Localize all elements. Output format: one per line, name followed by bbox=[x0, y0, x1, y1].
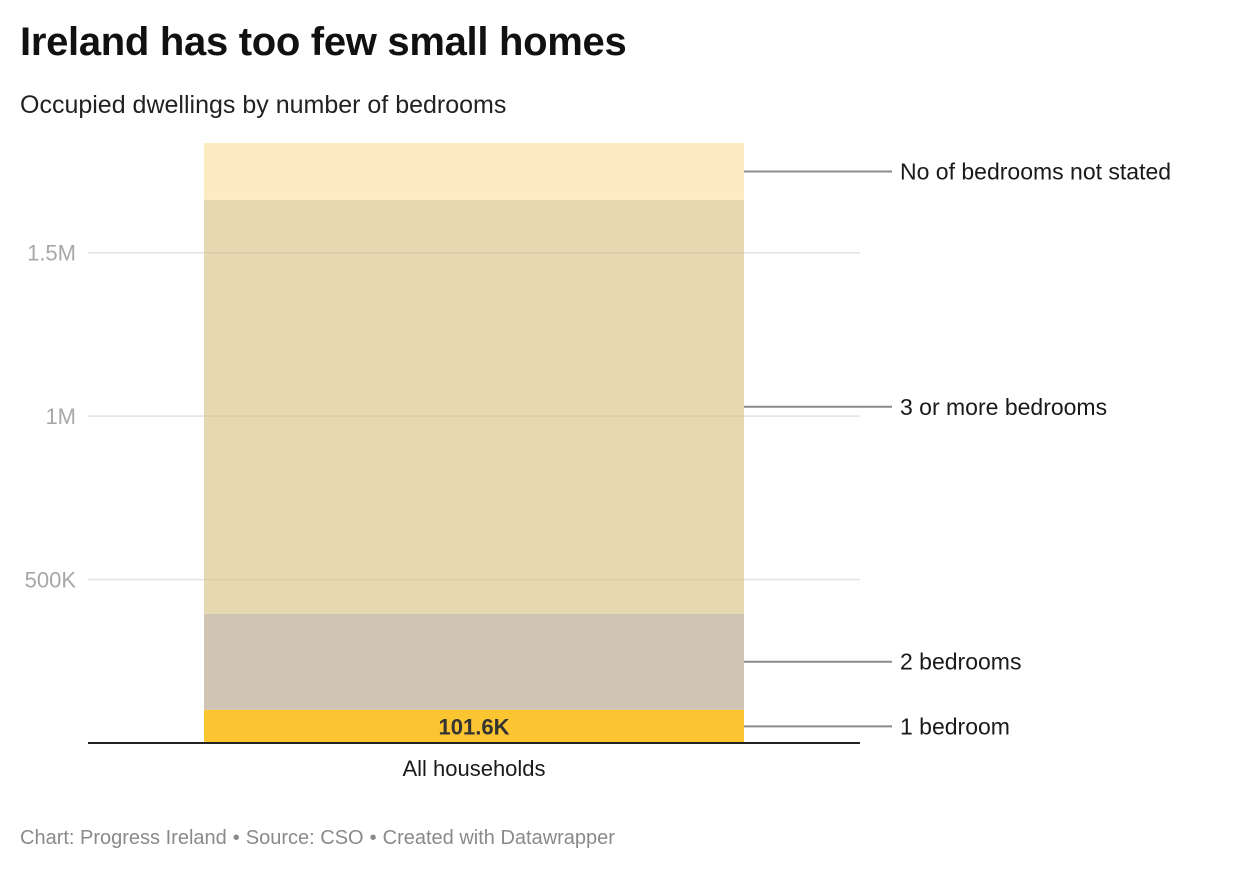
series-label: 1 bedroom bbox=[900, 713, 1010, 739]
footer-separator: • bbox=[232, 827, 240, 849]
series-label: No of bedrooms not stated bbox=[900, 158, 1171, 184]
bar-segment-3-or-more-bedrooms bbox=[204, 199, 744, 614]
chart-credit: Chart: Progress Ireland bbox=[20, 827, 227, 849]
y-tick-label: 500K bbox=[25, 568, 77, 593]
series-label: 3 or more bedrooms bbox=[900, 394, 1107, 420]
x-category-label: All households bbox=[402, 756, 545, 781]
bar-value-label: 101.6K bbox=[439, 714, 510, 739]
datawrapper-credit: Created with Datawrapper bbox=[382, 827, 615, 849]
y-tick-label: 1.5M bbox=[27, 241, 76, 266]
chart-subtitle: Occupied dwellings by number of bedrooms bbox=[20, 91, 507, 119]
footer-separator: • bbox=[369, 827, 377, 849]
bar-segment-1-bedroom bbox=[204, 709, 744, 743]
chart-footer: Chart: Progress Ireland • Source: CSO • Crea… bbox=[20, 827, 615, 850]
bar-segment-2-bedrooms bbox=[204, 613, 744, 710]
source-credit: Source: CSO bbox=[245, 827, 364, 849]
bar-segment-no-of-bedrooms-not-stated bbox=[204, 143, 744, 200]
series-label: 2 bedrooms bbox=[900, 649, 1021, 675]
chart-title: Ireland has too few small homes bbox=[20, 20, 627, 64]
y-tick-label: 1M bbox=[45, 404, 76, 429]
